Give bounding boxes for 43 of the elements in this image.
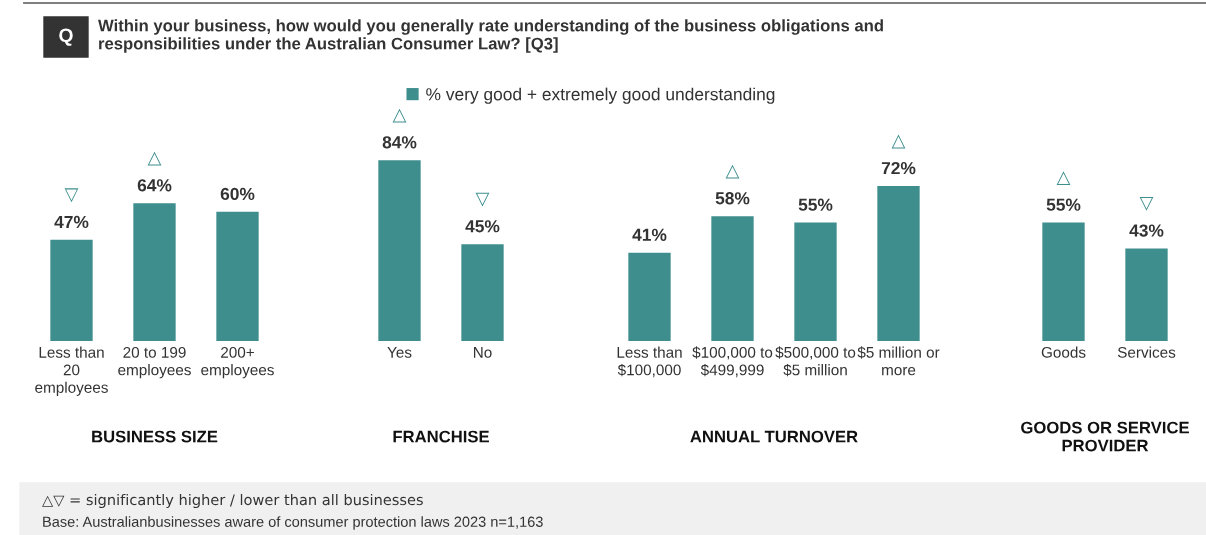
x-tick-label: 200+ employees bbox=[201, 346, 274, 379]
x-axis-title: ANNUAL TURNOVER bbox=[690, 430, 858, 443]
data-label: 43% bbox=[1129, 224, 1164, 237]
annotation: ▽ bbox=[475, 192, 490, 207]
annotation: △ bbox=[891, 134, 906, 149]
annotation: ▽ bbox=[64, 188, 79, 203]
legend-label: % very good + extremely good understanding bbox=[426, 87, 775, 104]
x-axis-title: GOODS OR SERVICE PROVIDER bbox=[1021, 421, 1189, 452]
x-tick-label: No bbox=[473, 347, 492, 358]
x-tick-label: Less than 20 employees bbox=[35, 346, 108, 396]
text: Base: Australianbusinesses aware of consumer protection laws 2023 n=1,163 bbox=[43, 516, 543, 530]
data-label: 58% bbox=[715, 192, 750, 205]
bar bbox=[877, 186, 920, 341]
text: Q bbox=[59, 28, 73, 46]
x-tick-label: Goods bbox=[1041, 346, 1086, 358]
data-label: 72% bbox=[881, 161, 916, 175]
data-label: 84% bbox=[382, 136, 417, 149]
x-tick-label: Services bbox=[1117, 346, 1176, 358]
annotation: △ bbox=[1056, 171, 1071, 185]
data-label: 55% bbox=[798, 198, 833, 211]
data-label: 60% bbox=[220, 187, 255, 201]
x-axis-title: FRANCHISE bbox=[393, 430, 489, 443]
x-tick-label: $500,000 to $5 million bbox=[775, 346, 856, 377]
annotation: △ bbox=[725, 164, 740, 179]
data-label: 41% bbox=[632, 228, 667, 241]
text: △▽ = significantly higher / lower than all businesses bbox=[42, 493, 423, 509]
bar bbox=[711, 216, 754, 341]
annotation: △ bbox=[392, 108, 407, 123]
x-axis-title: BUSINESS SIZE bbox=[92, 430, 218, 443]
bar bbox=[794, 222, 837, 341]
x-tick-label: $100,000 to $499,999 bbox=[692, 346, 773, 378]
data-label: 47% bbox=[54, 215, 89, 229]
bar bbox=[628, 252, 671, 341]
data-label: 45% bbox=[465, 220, 500, 233]
x-tick-label: Yes bbox=[387, 347, 412, 358]
data-label: 55% bbox=[1046, 198, 1081, 211]
annotation: △ bbox=[147, 151, 162, 166]
x-tick-label: Less than $100,000 bbox=[617, 346, 682, 378]
x-tick-label: $5 million or more bbox=[857, 346, 940, 376]
text: Within your business, how would you generally rate understanding of the business obligations and responsibilities under the Australian Consumer Law? [Q3] bbox=[98, 19, 883, 53]
annotation: ▽ bbox=[1139, 196, 1154, 211]
x-tick-label: 20 to 199 employees bbox=[118, 346, 191, 379]
data-label: 64% bbox=[137, 179, 172, 192]
